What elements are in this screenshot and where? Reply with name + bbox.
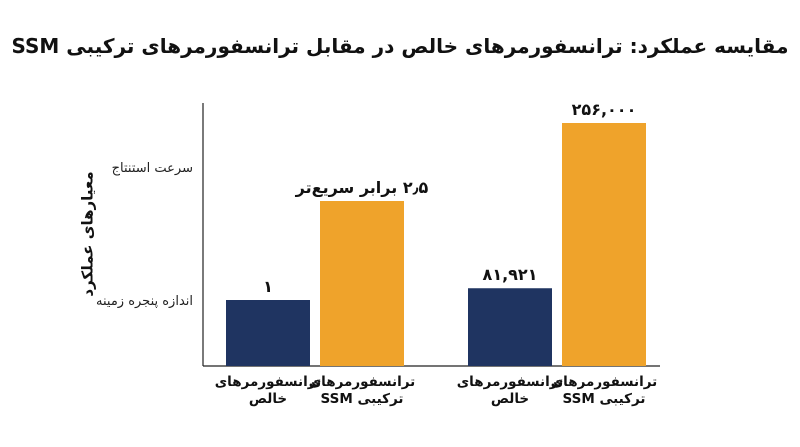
y-tick-label: سرعت استنتاج [112,161,193,176]
category-label: ترانسفورمرهای [457,374,563,390]
y-tick-label: اندازه پنجره زمینه [96,294,193,309]
axes: معیارهای عملکرد سرعت استنتاج اندازه پنجره … [79,103,660,367]
category-label: خالص [491,391,529,407]
data-label: ۸۱,۹۲۱ [483,265,538,284]
data-label: ۱ [263,277,273,296]
category-label: ترانسفورمرهای [215,374,321,390]
category-label: ترانسفورمرهای [551,374,657,390]
category-label: خالص [249,391,287,407]
category-label: ترانسفورمرهای [309,374,415,390]
bar [468,288,552,366]
bars [226,123,646,366]
bar [320,201,404,366]
y-axis-title: معیارهای عملکرد [79,171,97,296]
data-label: ۲٫۵ برابر سریع‌تر [295,178,429,197]
chart-title: مقایسه عملکرد: ترانسفورمرهای خالص در مقا… [11,34,789,58]
category-label: ترکیبی SSM [563,391,646,407]
category-label: ترکیبی SSM [321,391,404,407]
bar [226,300,310,366]
data-label: ۲۵۶,۰۰۰ [572,100,637,119]
bar [562,123,646,366]
